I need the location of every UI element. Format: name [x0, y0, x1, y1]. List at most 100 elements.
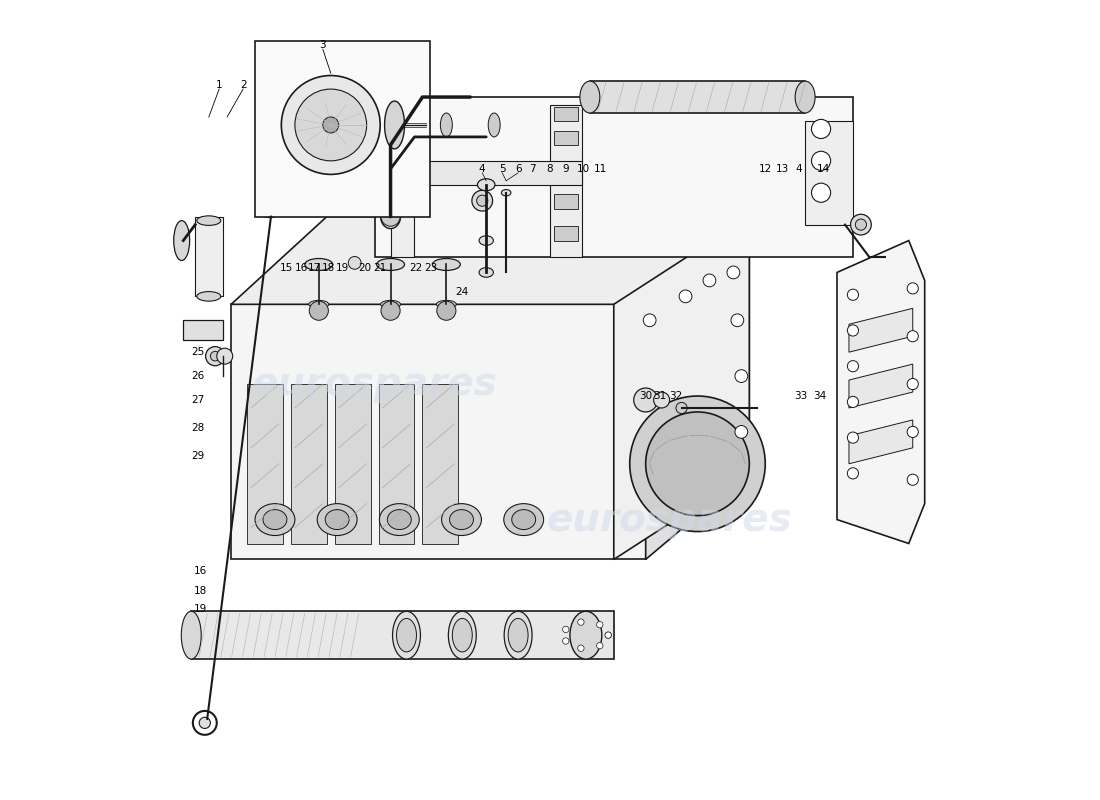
Ellipse shape: [504, 611, 532, 659]
Text: 24: 24: [455, 287, 469, 298]
Circle shape: [322, 117, 339, 133]
Text: 7: 7: [529, 164, 536, 174]
Ellipse shape: [376, 258, 405, 270]
Circle shape: [562, 626, 569, 633]
Ellipse shape: [437, 300, 456, 308]
Circle shape: [295, 89, 366, 161]
Ellipse shape: [174, 221, 189, 261]
Circle shape: [596, 642, 603, 649]
Ellipse shape: [441, 504, 482, 535]
Circle shape: [812, 151, 830, 170]
Text: 31: 31: [653, 391, 667, 401]
Text: 3: 3: [319, 40, 326, 50]
Circle shape: [908, 474, 918, 486]
Polygon shape: [422, 384, 459, 543]
Ellipse shape: [263, 510, 287, 530]
Ellipse shape: [385, 101, 405, 149]
Polygon shape: [195, 217, 223, 296]
Circle shape: [908, 378, 918, 390]
Text: 29: 29: [191, 451, 205, 461]
Polygon shape: [554, 106, 578, 121]
Polygon shape: [554, 226, 578, 241]
Text: 17: 17: [308, 263, 321, 274]
Circle shape: [847, 468, 858, 479]
Text: 19: 19: [195, 604, 208, 614]
Polygon shape: [590, 81, 805, 113]
Polygon shape: [554, 194, 578, 209]
Circle shape: [847, 361, 858, 372]
Circle shape: [605, 632, 612, 638]
Text: 26: 26: [191, 371, 205, 381]
Circle shape: [349, 257, 361, 270]
Text: 18: 18: [321, 263, 336, 274]
Ellipse shape: [197, 216, 221, 226]
Circle shape: [908, 426, 918, 438]
Ellipse shape: [440, 113, 452, 137]
Circle shape: [679, 290, 692, 302]
Polygon shape: [646, 217, 749, 559]
Circle shape: [847, 325, 858, 336]
Circle shape: [381, 301, 400, 320]
Polygon shape: [614, 217, 749, 559]
Polygon shape: [231, 304, 646, 559]
Ellipse shape: [477, 178, 495, 190]
Polygon shape: [290, 384, 327, 543]
Circle shape: [309, 301, 329, 320]
Ellipse shape: [326, 510, 349, 530]
Polygon shape: [231, 217, 749, 304]
Text: 21: 21: [374, 263, 387, 274]
Circle shape: [578, 619, 584, 626]
Circle shape: [476, 195, 487, 206]
Ellipse shape: [512, 510, 536, 530]
Ellipse shape: [260, 208, 279, 218]
Text: 19: 19: [337, 263, 350, 274]
Polygon shape: [837, 241, 925, 543]
Text: 1: 1: [216, 80, 222, 90]
Circle shape: [847, 396, 858, 407]
Circle shape: [703, 274, 716, 286]
Ellipse shape: [396, 618, 417, 652]
Polygon shape: [378, 384, 415, 543]
Circle shape: [847, 289, 858, 300]
Text: 9: 9: [562, 164, 570, 174]
Ellipse shape: [452, 618, 472, 652]
Circle shape: [596, 622, 603, 628]
Circle shape: [634, 388, 658, 412]
Ellipse shape: [488, 113, 501, 137]
Polygon shape: [550, 105, 582, 257]
Text: 10: 10: [576, 164, 590, 174]
Circle shape: [282, 75, 381, 174]
Polygon shape: [184, 320, 223, 340]
Polygon shape: [849, 308, 913, 352]
Ellipse shape: [449, 611, 476, 659]
Text: 20: 20: [359, 263, 372, 274]
Circle shape: [629, 396, 766, 531]
Text: 2: 2: [240, 80, 246, 90]
Circle shape: [908, 330, 918, 342]
Circle shape: [217, 348, 233, 364]
Ellipse shape: [379, 504, 419, 535]
Circle shape: [437, 301, 455, 320]
Ellipse shape: [381, 205, 400, 229]
Circle shape: [199, 718, 210, 729]
Polygon shape: [390, 105, 415, 257]
Polygon shape: [334, 384, 371, 543]
Circle shape: [605, 632, 612, 638]
Text: eurospares: eurospares: [547, 501, 792, 538]
Text: 5: 5: [499, 164, 506, 174]
Text: 22: 22: [409, 263, 422, 274]
Ellipse shape: [570, 611, 602, 659]
Ellipse shape: [504, 504, 543, 535]
Text: 15: 15: [280, 263, 294, 274]
Text: 27: 27: [191, 395, 205, 405]
Ellipse shape: [450, 510, 473, 530]
Ellipse shape: [262, 210, 276, 216]
Ellipse shape: [305, 258, 333, 270]
Polygon shape: [805, 121, 852, 225]
Circle shape: [644, 314, 656, 326]
Circle shape: [727, 266, 739, 279]
Circle shape: [735, 426, 748, 438]
Text: 11: 11: [594, 164, 607, 174]
Circle shape: [847, 432, 858, 443]
Text: 6: 6: [515, 164, 521, 174]
